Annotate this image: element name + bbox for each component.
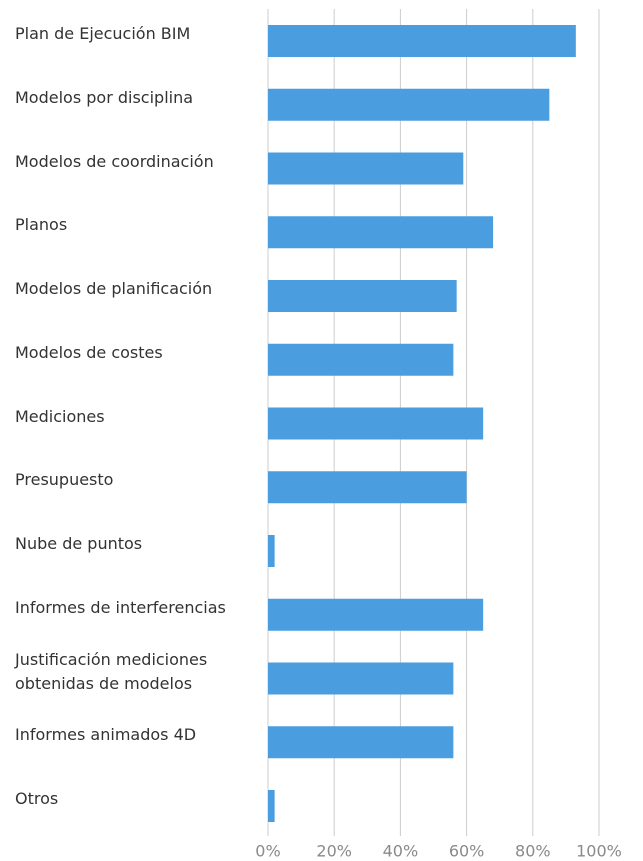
x-tick-label: 40% <box>383 842 419 861</box>
category-label: Nube de puntos <box>15 534 143 553</box>
x-tick-label: 20% <box>316 842 352 861</box>
category-label: Justificación mediciones obtenidas de mo… <box>15 649 208 693</box>
x-tick-label: 60% <box>449 842 485 861</box>
bar <box>268 216 494 249</box>
category-label: Informes de interferencias <box>15 597 226 617</box>
bar <box>268 790 275 822</box>
bar <box>268 407 484 440</box>
bar <box>268 152 464 185</box>
bar <box>268 471 467 504</box>
category-label: Plan de Ejecución BIM <box>15 24 191 43</box>
category-label: Modelos por disciplina <box>15 87 194 107</box>
bar <box>268 88 550 121</box>
bar <box>268 662 454 695</box>
category-label: Informes animados 4D <box>15 725 197 745</box>
category-label: Otros <box>15 789 59 808</box>
bar <box>268 598 484 631</box>
category-label: Presupuesto <box>15 470 114 490</box>
bar <box>268 726 454 759</box>
category-label: Modelos de planificación <box>15 279 213 298</box>
x-tick-label: 0% <box>255 842 280 861</box>
bar <box>268 535 275 567</box>
category-label: Mediciones <box>15 406 105 426</box>
category-label: Modelos de coordinación <box>15 151 214 171</box>
category-label: Modelos de costes <box>15 342 163 362</box>
x-tick-label: 80% <box>515 842 551 861</box>
bar <box>268 280 457 312</box>
x-tick-label: 100% <box>576 842 622 861</box>
category-label: Planos <box>15 215 68 235</box>
bar <box>268 25 576 57</box>
bar <box>268 343 454 376</box>
